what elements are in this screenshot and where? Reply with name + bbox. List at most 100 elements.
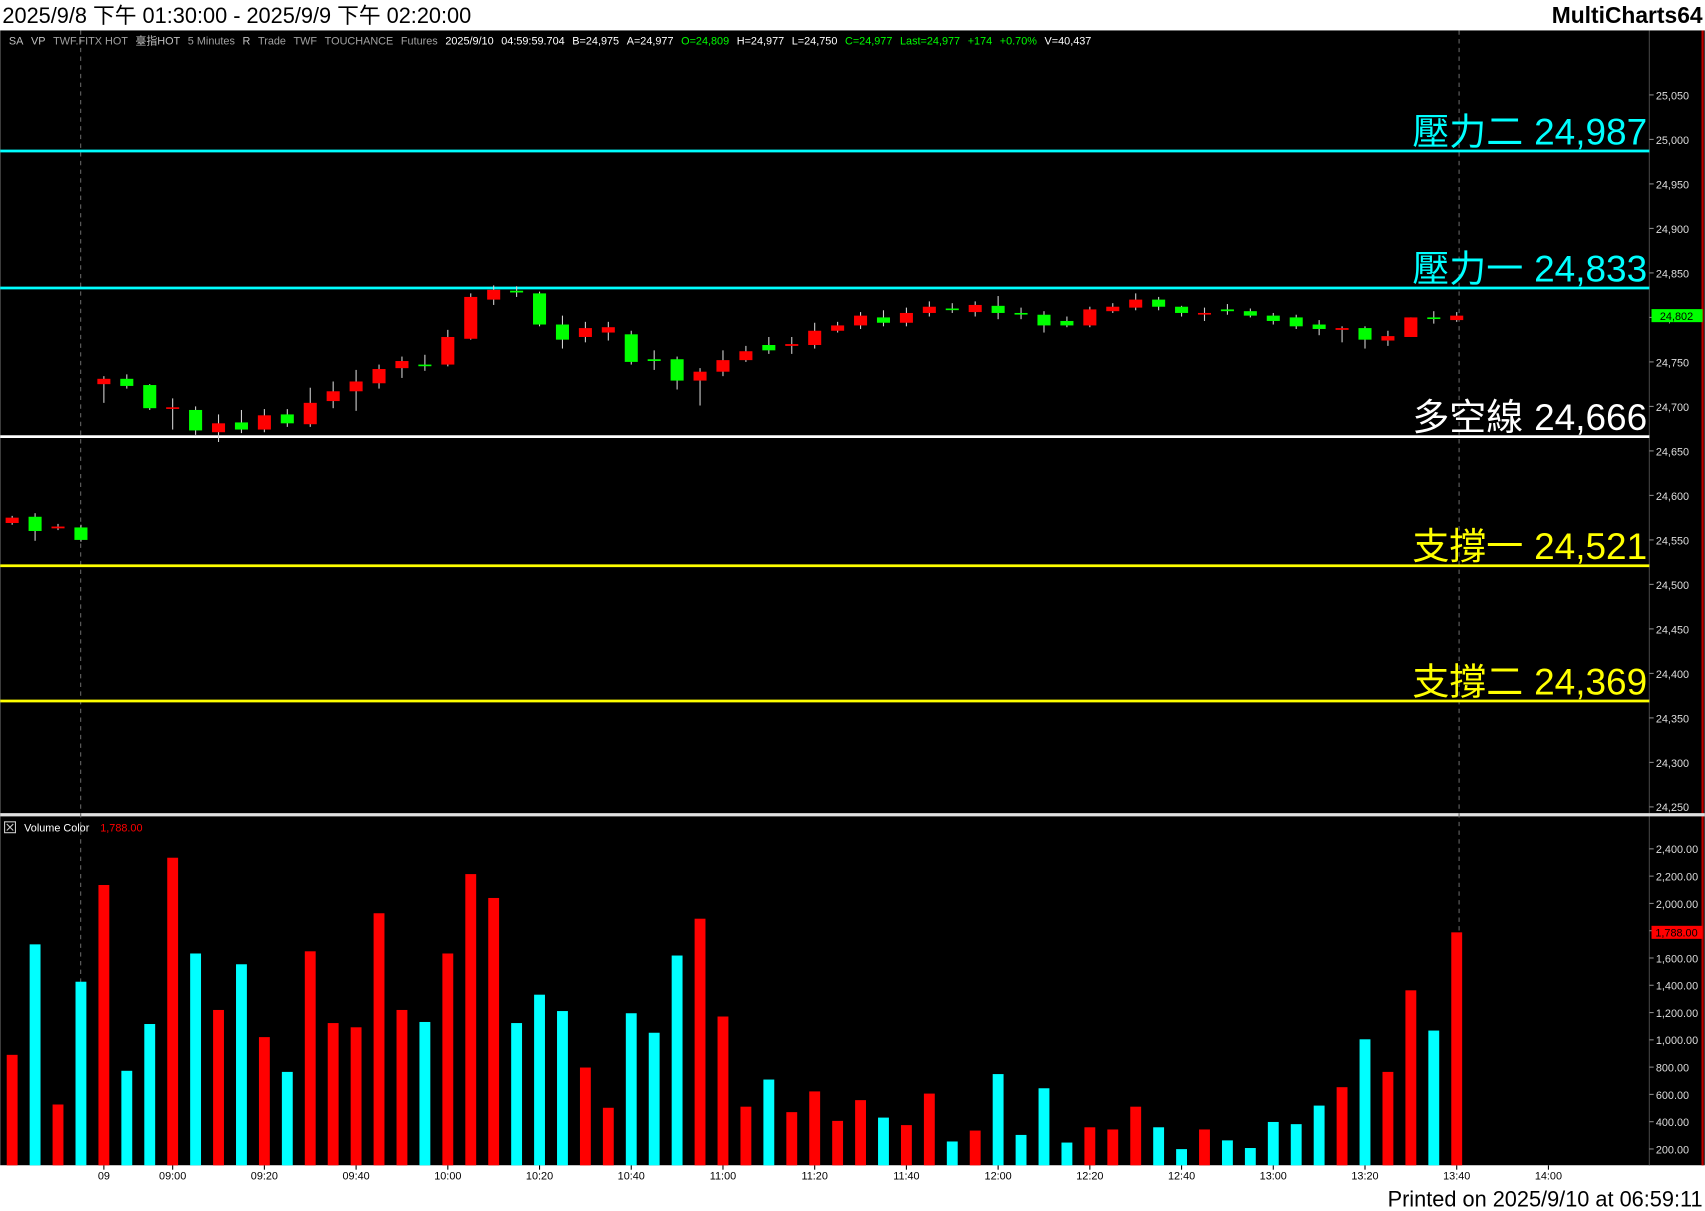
volume-bar bbox=[1015, 1134, 1027, 1166]
volume-bar bbox=[98, 885, 110, 1166]
candle-body bbox=[143, 385, 157, 409]
candle-body bbox=[831, 325, 845, 331]
volume-bar bbox=[625, 1013, 637, 1166]
candle-body bbox=[1083, 309, 1097, 326]
toolbar-item: 2025/9/10 bbox=[445, 36, 493, 48]
candle-body bbox=[1335, 328, 1349, 330]
legend-icon[interactable] bbox=[4, 821, 16, 834]
level-label: 壓力一 24,833 bbox=[1412, 249, 1647, 290]
volume-bar bbox=[1382, 1071, 1394, 1166]
y-tick-label: 24,250 bbox=[1656, 802, 1689, 814]
toolbar-item: A=24,977 bbox=[627, 36, 674, 48]
candle-body bbox=[968, 304, 982, 313]
volume-bar bbox=[167, 857, 179, 1166]
y-tick-label: 2,000.00 bbox=[1656, 899, 1698, 911]
candle-body bbox=[624, 334, 638, 362]
candle-body bbox=[97, 378, 111, 385]
candle-body bbox=[234, 422, 248, 430]
volume-bar bbox=[465, 874, 477, 1166]
candle-body bbox=[1014, 312, 1028, 315]
candle-body bbox=[464, 296, 478, 339]
title-bar bbox=[0, 0, 1705, 31]
candle-body bbox=[510, 290, 524, 293]
level-label: 支撐一 24,521 bbox=[1412, 526, 1647, 567]
candle-body bbox=[762, 344, 776, 351]
y-tick-label: 25,050 bbox=[1656, 90, 1689, 102]
volume-bar bbox=[1336, 1087, 1348, 1166]
candle-body bbox=[120, 378, 134, 386]
y-tick-label: 800.00 bbox=[1656, 1062, 1689, 1074]
level-name: 多空線 bbox=[1412, 397, 1523, 438]
x-tick-label: 11:40 bbox=[893, 1170, 919, 1182]
toolbar-item: 5 Minutes bbox=[188, 36, 236, 48]
volume-bar bbox=[1244, 1148, 1256, 1166]
volume-bar bbox=[579, 1067, 591, 1166]
level-label: 壓力二 24,987 bbox=[1412, 111, 1647, 152]
candle-body bbox=[647, 359, 661, 362]
footer: Printed on 2025/9/10 at 06:59:11 bbox=[1388, 1187, 1703, 1211]
panel-separator bbox=[0, 813, 1705, 817]
candle-body bbox=[1129, 299, 1143, 308]
candle-body bbox=[533, 293, 547, 325]
volume-bar bbox=[144, 1024, 156, 1166]
candle-body bbox=[922, 306, 936, 313]
y-tick-label: 24,400 bbox=[1656, 669, 1689, 681]
volume-bar bbox=[809, 1091, 821, 1166]
volume-bar bbox=[373, 913, 385, 1166]
toolbar-item: Last=24,977 bbox=[900, 36, 960, 48]
y-tick-label: 24,300 bbox=[1656, 758, 1689, 770]
volume-bar bbox=[281, 1071, 293, 1166]
y-tick-label: 24,700 bbox=[1656, 402, 1689, 414]
candle-body bbox=[487, 289, 501, 300]
y-tick-label: 24,750 bbox=[1656, 357, 1689, 369]
y-tick-label: 400.00 bbox=[1656, 1117, 1689, 1129]
volume-bar bbox=[740, 1106, 752, 1166]
toolbar-item: +0.70% bbox=[1000, 36, 1037, 48]
candle-body bbox=[1381, 336, 1395, 341]
toolbar-item: TWF bbox=[294, 36, 318, 48]
volume-bar bbox=[923, 1093, 935, 1166]
y-tick-label: 24,350 bbox=[1656, 713, 1689, 725]
y-tick-label: 24,550 bbox=[1656, 535, 1689, 547]
volume-bar bbox=[52, 1104, 64, 1166]
level-label: 多空線 24,666 bbox=[1412, 397, 1647, 438]
time-axis-bg bbox=[0, 1165, 1705, 1211]
candle-body bbox=[257, 415, 271, 430]
x-tick-label: 09:20 bbox=[251, 1170, 278, 1182]
last-price-box bbox=[1651, 309, 1703, 323]
volume-bar bbox=[763, 1079, 775, 1166]
level-name: 支撐一 bbox=[1412, 526, 1523, 567]
volume-bar bbox=[969, 1130, 981, 1166]
volume-bar bbox=[396, 1009, 408, 1166]
volume-bar bbox=[1107, 1129, 1119, 1166]
toolbar-item: TOUCHANCE bbox=[325, 36, 394, 48]
candle-body bbox=[441, 336, 455, 365]
level-name: 壓力二 bbox=[1412, 111, 1523, 152]
candle-body bbox=[1243, 311, 1257, 316]
toolbar-item: 04:59:59.704 bbox=[501, 36, 564, 48]
volume-bar bbox=[602, 1107, 614, 1166]
toolbar-item: O=24,809 bbox=[681, 36, 729, 48]
x-tick-label: 09:40 bbox=[343, 1170, 370, 1182]
volume-bar bbox=[855, 1100, 866, 1166]
volume-bar bbox=[1084, 1127, 1096, 1166]
toolbar-item: Futures bbox=[401, 36, 438, 48]
volume-bar bbox=[557, 1011, 568, 1166]
toolbar-item: TWF.FITX HOT bbox=[53, 36, 128, 48]
x-tick-label: 09:00 bbox=[159, 1170, 186, 1182]
candle-body bbox=[899, 312, 913, 323]
candle-body bbox=[785, 344, 799, 346]
volume-bar bbox=[900, 1125, 912, 1166]
volume-bar bbox=[419, 1021, 431, 1166]
volume-bar bbox=[488, 897, 500, 1166]
app-name: MultiCharts64 bbox=[1552, 2, 1703, 28]
volume-bar bbox=[327, 1023, 339, 1166]
candle-body bbox=[1358, 328, 1372, 340]
candle-body bbox=[372, 369, 386, 384]
volume-bar bbox=[1038, 1088, 1050, 1166]
candle-body bbox=[739, 351, 753, 361]
last-volume-label: 1,788.00 bbox=[1655, 928, 1697, 940]
candle-body bbox=[991, 305, 1005, 313]
